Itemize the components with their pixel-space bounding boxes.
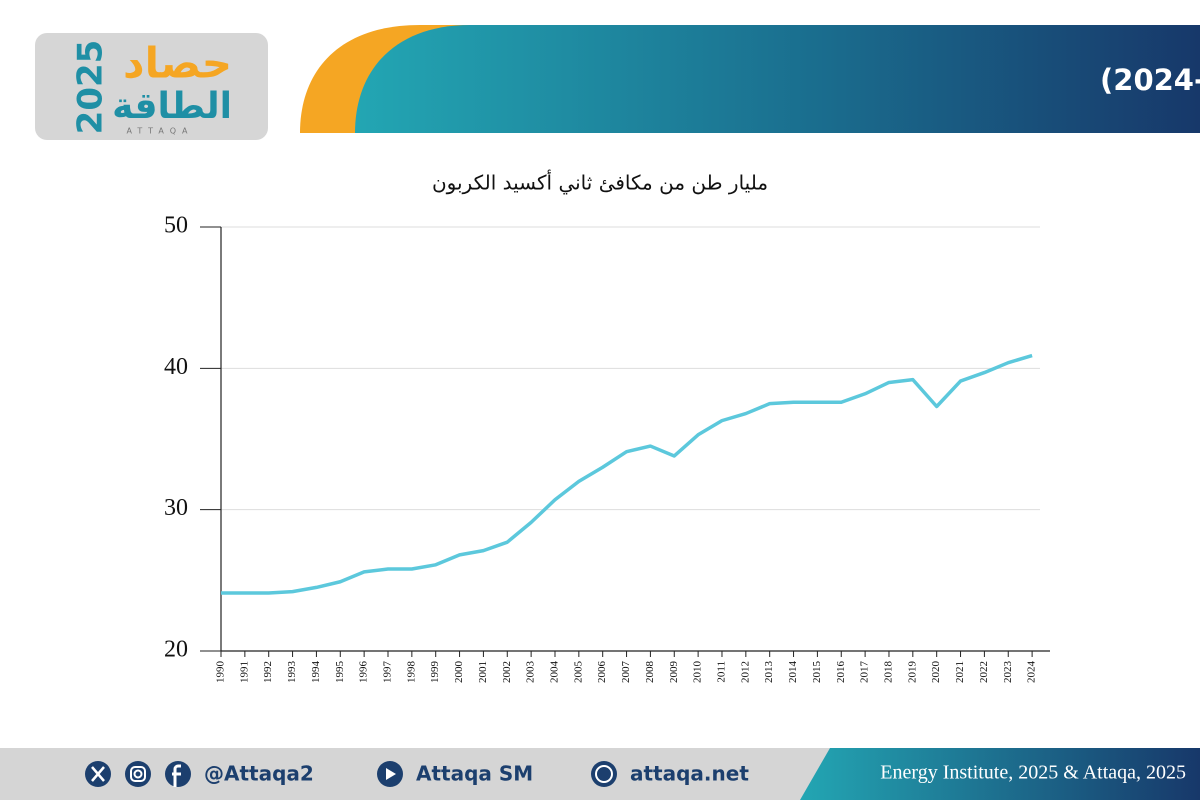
web-icon	[591, 761, 617, 787]
y-axis-label: مليار طن من مكافئ ثاني أكسيد الكربون	[432, 170, 768, 196]
web-glyph	[595, 765, 613, 783]
x-tick-label: 2018	[883, 661, 895, 684]
youtube-handle: Attaqa SM	[416, 762, 533, 786]
x-tick-label: 2007	[620, 661, 632, 684]
x-tick-label: 2015	[811, 661, 823, 684]
x-tick-label: 2008	[644, 661, 656, 684]
footer-source-band	[800, 748, 1200, 800]
x-tick-label: 2014	[787, 661, 799, 684]
x-tick-label: 2002	[501, 661, 513, 683]
x-tick-label: 2021	[954, 661, 966, 683]
x-glyph	[91, 766, 105, 782]
x-tick-label: 2016	[835, 661, 847, 684]
instagram-glyph	[130, 766, 146, 782]
logo-brand: الطاقة	[112, 86, 232, 127]
x-tick-label: 2000	[453, 661, 465, 684]
y-tick-label: 50	[164, 213, 188, 239]
x-tick-label: 2006	[596, 661, 608, 684]
x-tick-label: 2004	[549, 661, 561, 684]
logo-latin: ATTAQA	[127, 127, 194, 136]
x-tick-label: 2022	[978, 661, 990, 683]
logo-year: 2025	[71, 40, 111, 135]
x-tick-label: 1992	[262, 661, 274, 683]
header-band	[355, 25, 1200, 133]
x-tick-label: 2011	[716, 661, 728, 683]
x-tick-label: 1998	[405, 661, 417, 684]
x-tick-label: 2005	[572, 661, 584, 684]
instagram-lens	[133, 769, 143, 779]
x-tick-label: 1997	[382, 661, 394, 684]
y-tick-label: 20	[164, 637, 188, 663]
data-line	[221, 353, 1033, 595]
x-tick-label: 2010	[692, 661, 704, 684]
twitter-handle: @Attaqa2	[204, 762, 314, 786]
x-tick-label: 1999	[429, 661, 441, 684]
x-tick-label: 2003	[525, 661, 537, 684]
x-tick-label: 2020	[930, 661, 942, 684]
logo-box	[35, 33, 268, 140]
x-tick-label: 1995	[334, 661, 346, 684]
x-tick-label: 2012	[739, 661, 751, 683]
x-tick-label: 2023	[1002, 660, 1014, 683]
website: attaqa.net	[630, 762, 749, 786]
x-tick-label: 1994	[310, 661, 322, 684]
social-icons	[85, 761, 617, 787]
x-tick-label: 1993	[286, 661, 298, 684]
source: Energy Institute, 2025 & Attaqa, 2025	[880, 762, 1186, 784]
y-tick-label: 40	[164, 354, 188, 380]
x-tick-label: 2001	[477, 661, 489, 683]
x-tick-label: 1990	[215, 661, 227, 684]
x-tick-label: 1996	[358, 661, 370, 684]
x-tick-label: 2017	[859, 661, 871, 684]
x-tick-label: 2013	[763, 661, 775, 684]
x-tick-label: 2009	[668, 661, 680, 684]
y-tick-label: 30	[164, 495, 188, 521]
logo-name: حصاد	[123, 39, 232, 88]
x-tick-label: 1991	[238, 661, 250, 683]
x-tick-label: 2024	[1026, 661, 1038, 684]
instagram-icon	[125, 761, 151, 787]
facebook-glyph	[172, 764, 181, 787]
youtube-glyph	[386, 768, 396, 780]
header-title: تطور انبعاثات ثاني أكسيد الكربون عالميًا…	[1100, 61, 1200, 97]
x-tick-label: 2019	[906, 661, 918, 684]
chart: مليار طن من مكافئ ثاني أكسيد الكربون 20 3…	[164, 170, 1050, 684]
